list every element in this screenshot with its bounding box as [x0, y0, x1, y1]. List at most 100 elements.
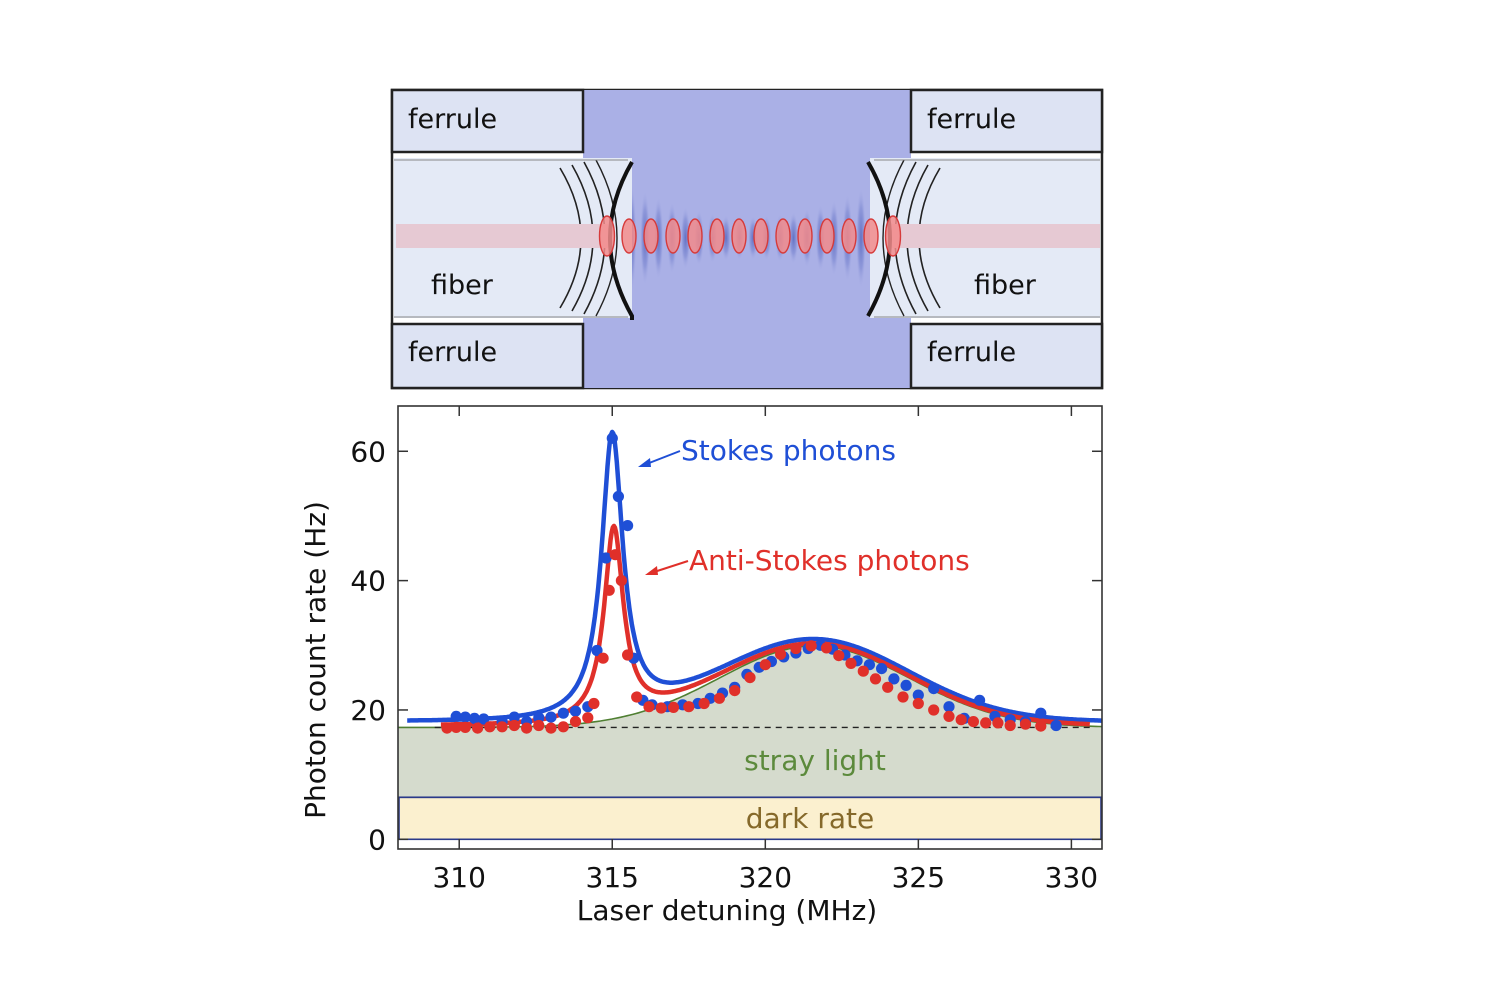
label-fiber-left: fiber: [431, 270, 494, 301]
mode-fringe: [856, 186, 866, 290]
anti-stokes-point: [713, 692, 726, 704]
antinode: [775, 218, 791, 254]
antinode: [598, 215, 616, 257]
anti-stokes-point: [582, 712, 594, 724]
anti-stokes-point: [603, 584, 615, 596]
antinode: [709, 218, 725, 254]
fiber-cavity-diagram: ferrule ferrule ferrule ferrule fiber fi…: [390, 88, 1104, 390]
ferrule-top-right: [909, 88, 1104, 154]
antinode: [753, 218, 769, 254]
x-tick-label: 320: [739, 861, 792, 894]
anti-stokes-point: [882, 681, 894, 693]
stokes-point: [600, 552, 612, 564]
mode-fringe: [721, 214, 731, 262]
anti-stokes-point: [1004, 719, 1016, 732]
stokes-point: [545, 711, 557, 723]
stokes-fit-curve: [406, 429, 1102, 723]
mode-fringe: [788, 211, 799, 265]
anti-stokes-point: [967, 716, 980, 728]
ferrule-bottom-left: [390, 322, 585, 390]
anti-stokes-point: [698, 697, 710, 710]
anti-stokes-point: [729, 685, 741, 697]
anti-stokes-point: [484, 721, 496, 733]
anti-stokes-point: [667, 701, 680, 714]
stokes-point: [974, 694, 986, 706]
stokes-point: [876, 663, 888, 675]
anti-stokes-point: [441, 722, 453, 734]
anti-stokes-point: [459, 721, 471, 734]
anti-stokes-point: [450, 721, 462, 734]
stokes-point: [612, 490, 625, 503]
anti-stokes-point: [545, 722, 557, 734]
anti-stokes-point: [622, 649, 634, 661]
antinode: [665, 218, 681, 254]
antinode: [863, 218, 879, 254]
y-axis-label: Photon count rate (Hz): [299, 501, 332, 819]
x-tick-label: 325: [892, 861, 945, 894]
stokes-point: [557, 707, 569, 719]
anti-stokes-point: [521, 722, 533, 734]
annotation-anti-stokes: Anti-Stokes photons: [689, 544, 970, 577]
anti-stokes-point: [897, 691, 909, 703]
anti-stokes-point: [744, 672, 756, 684]
y-tick-label: 0: [368, 823, 386, 856]
x-tick-label: 315: [586, 861, 639, 894]
plot-frame: [397, 405, 1103, 850]
stokes-point: [591, 644, 603, 657]
stokes-point: [468, 712, 481, 725]
anti-stokes-point: [980, 717, 992, 729]
anti-stokes-point: [790, 642, 802, 655]
annotation-stokes: Stokes photons: [681, 434, 896, 467]
antinode: [884, 215, 902, 257]
annotation-stray-light: stray light: [744, 744, 886, 777]
anti-stokes-point: [869, 673, 882, 685]
annotation-anti-stokes-arrowhead: [645, 566, 658, 575]
anti-stokes-point: [992, 717, 1004, 729]
stokes-point: [888, 673, 900, 685]
anti-stokes-points: [441, 549, 1047, 734]
mode-fringe: [680, 206, 691, 270]
antinode: [643, 218, 659, 254]
anti-stokes-point: [845, 657, 857, 670]
stokes-point: [459, 711, 471, 723]
annotation-stokes-arrowhead: [638, 458, 651, 467]
anti-stokes-point: [759, 659, 771, 671]
x-axis-ticks: 310 315 320 325 330: [432, 406, 1098, 894]
y-tick-label: 60: [350, 435, 386, 468]
anti-stokes-point: [533, 719, 545, 732]
anti-stokes-point: [928, 704, 940, 716]
dark-rate-region: [398, 796, 1102, 841]
x-axis-label: Laser detuning (MHz): [577, 894, 877, 927]
anti-stokes-point: [1019, 718, 1032, 730]
anti-stokes-point: [820, 642, 833, 654]
antinode: [687, 218, 703, 254]
stokes-point: [606, 432, 618, 444]
anti-stokes-point: [955, 714, 967, 726]
y-axis-ticks: 0 20 40 60: [350, 435, 1102, 856]
anti-stokes-point: [683, 701, 695, 713]
anti-stokes-point: [609, 549, 621, 561]
label-ferrule-top-left: ferrule: [408, 104, 497, 135]
anti-stokes-point: [1035, 720, 1047, 732]
stokes-point: [533, 712, 545, 724]
stokes-point: [450, 710, 462, 723]
stray-light-region: [398, 645, 1102, 798]
stokes-point: [622, 520, 634, 532]
stokes-point: [478, 713, 490, 725]
ferrule-top-left: [390, 88, 585, 154]
anti-stokes-point: [615, 575, 628, 587]
antinode: [841, 218, 857, 254]
stokes-point: [912, 689, 924, 701]
label-fiber-right: fiber: [974, 270, 1037, 301]
label-ferrule-top-right: ferrule: [927, 104, 1016, 135]
stokes-point: [508, 711, 520, 723]
antinode: [621, 218, 637, 254]
stokes-point: [569, 705, 582, 717]
anti-stokes-point: [472, 722, 484, 734]
anti-stokes-point: [833, 650, 845, 662]
anti-stokes-point: [588, 697, 600, 710]
x-tick-label: 310: [432, 861, 485, 894]
antinodes: [598, 215, 902, 257]
beam-right: [892, 224, 1100, 248]
beam-left: [396, 224, 608, 248]
